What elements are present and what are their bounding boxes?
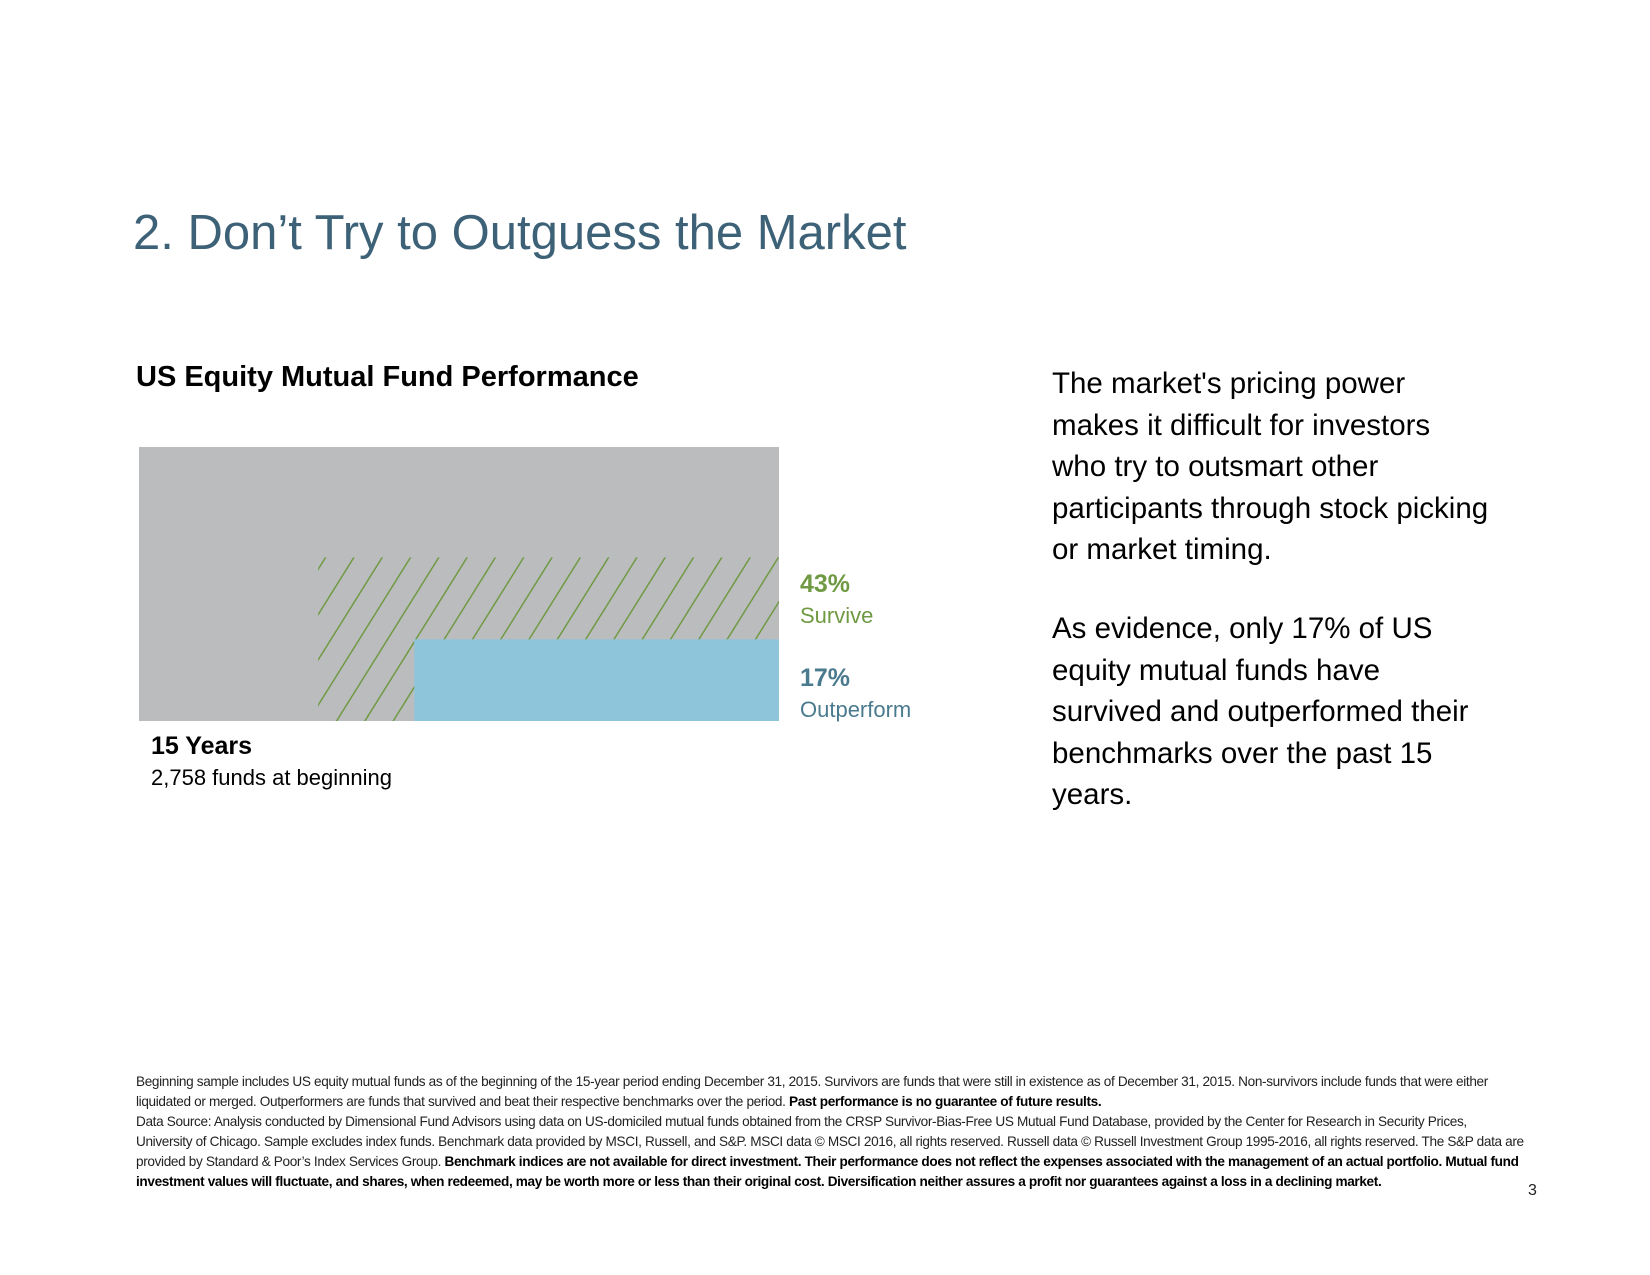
- survive-caption: Survive: [800, 603, 874, 628]
- footnote-sample-text: Beginning sample includes US equity mutu…: [136, 1074, 1488, 1109]
- funds-at-beginning: 2,758 funds at beginning: [151, 765, 392, 790]
- page-number: 3: [1528, 1182, 1537, 1199]
- survive-percent: 43%: [800, 570, 851, 598]
- outperform-percent: 17%: [800, 664, 851, 692]
- footnote: Beginning sample includes US equity mutu…: [136, 1072, 1526, 1192]
- evidence-paragraph: As evidence, only 17% of US equity mutua…: [1052, 612, 1469, 811]
- outperform-caption: Outperform: [800, 697, 912, 722]
- period-label: 15 Years: [151, 732, 253, 760]
- footnote-disclaimer-2: Benchmark indices are not available for …: [136, 1154, 1519, 1189]
- chart-title: US Equity Mutual Fund Performance: [136, 361, 639, 393]
- pricing-power-paragraph: The market's pricing power makes it diff…: [1052, 367, 1489, 566]
- slide-title: 2. Don’t Try to Outguess the Market: [133, 205, 907, 260]
- outperform-area: [414, 639, 779, 721]
- footnote-disclaimer-1: Past performance is no guarantee of futu…: [789, 1094, 1102, 1109]
- fund-performance-chart: [139, 447, 779, 721]
- footnote-data-source: Data Source: Analysis conducted by Dimen…: [136, 1114, 1524, 1169]
